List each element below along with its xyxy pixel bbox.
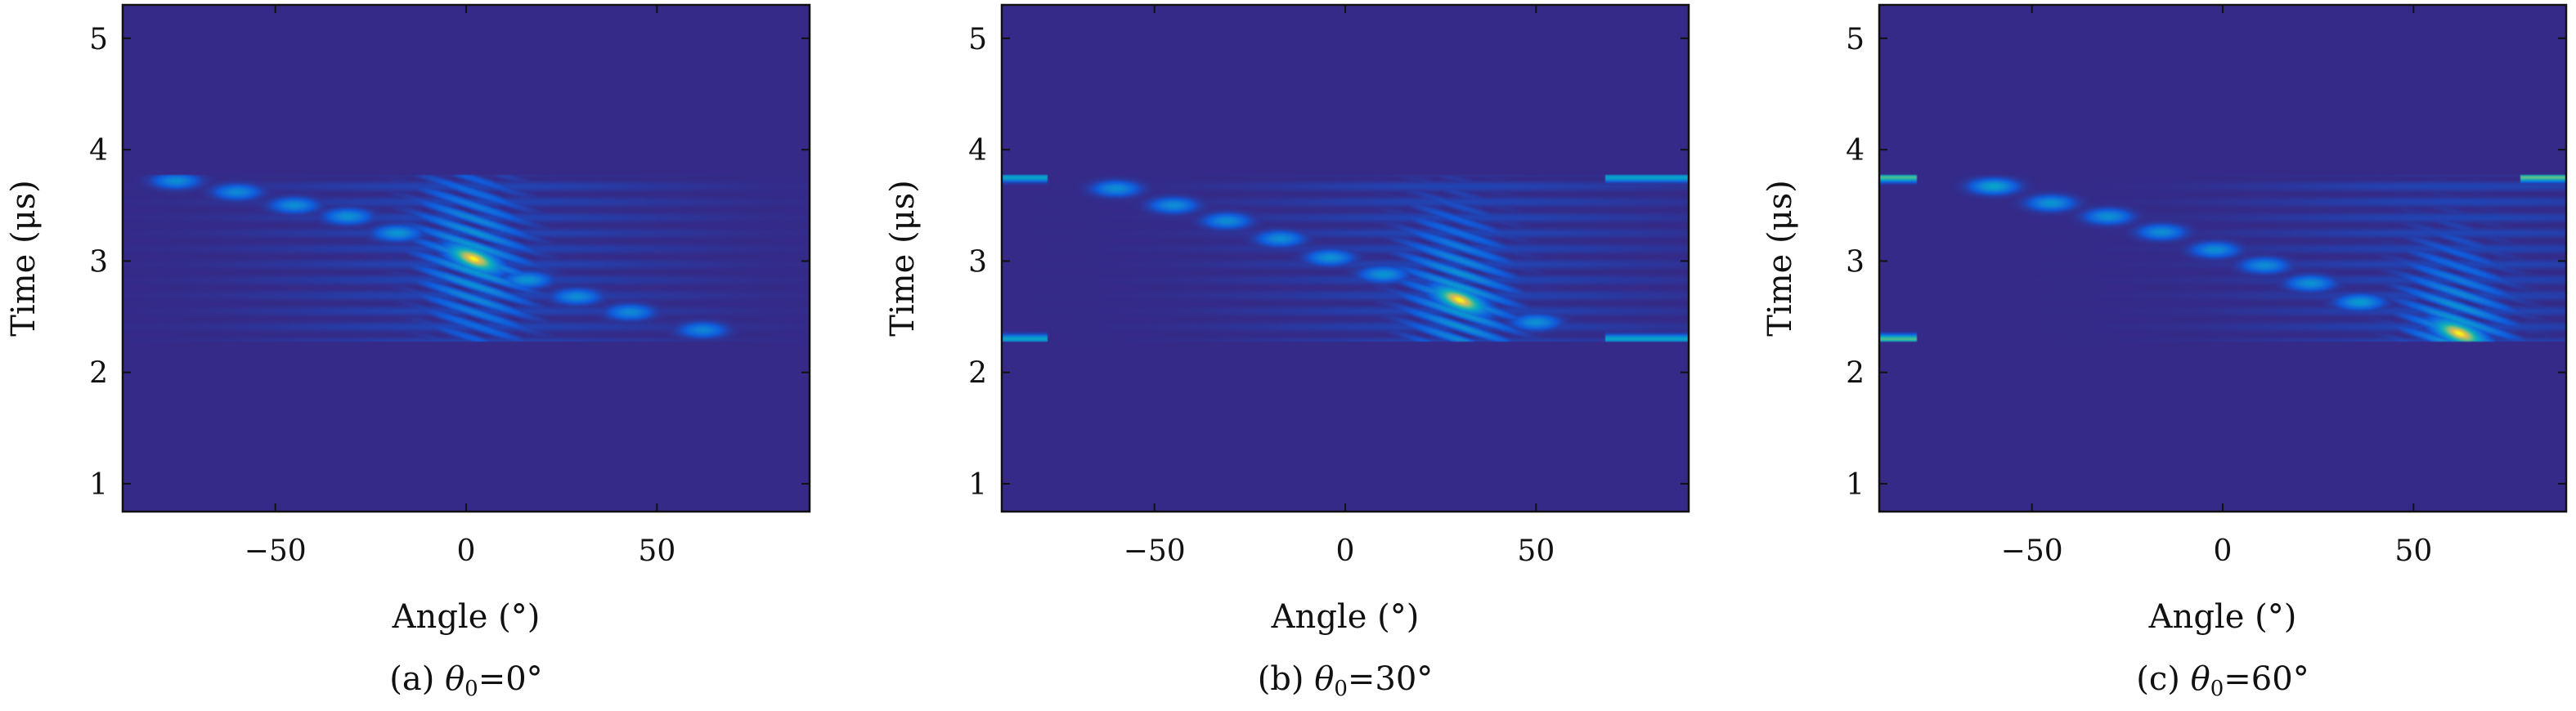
y-tick-label: 1 [968, 468, 987, 502]
y-tick-label: 2 [968, 357, 987, 391]
x-tick-label: 0 [2214, 534, 2233, 568]
tick-group: −50 0 50 1 2 3 4 5 [89, 5, 810, 568]
x-tick-label: 0 [1336, 534, 1355, 568]
panel-b: −50 0 50 1 2 3 4 5 Angle (°) Time (μs) (b) θ0=3… [884, 3, 1690, 701]
x-tick-label: 50 [638, 534, 675, 568]
x-tick-label: 0 [457, 534, 476, 568]
x-axis-label: Angle (°) [392, 598, 541, 636]
y-tick-label: 3 [89, 245, 108, 279]
panel-a: −50 0 50 1 2 3 4 5 Angle (°) Time (μs) (a) θ0=0… [5, 3, 811, 701]
y-tick-label: 5 [1846, 23, 1865, 56]
subfigure-caption: (b) θ0=30° [1258, 660, 1434, 701]
heatmap-image [1002, 5, 1689, 512]
panel-c: −50 0 50 1 2 3 4 5 Angle (°) Time (μs) (c) θ0=6… [1761, 3, 2568, 701]
y-axis-label: Time (μs) [1761, 180, 1799, 337]
x-tick-label: −50 [245, 534, 307, 568]
y-tick-label: 4 [968, 134, 987, 168]
tick-group: −50 0 50 1 2 3 4 5 [968, 5, 1689, 568]
y-tick-label: 1 [1846, 468, 1865, 502]
y-tick-label: 5 [968, 23, 987, 56]
y-axis-label: Time (μs) [884, 180, 922, 337]
y-tick-label: 2 [89, 357, 108, 391]
heatmap-image [123, 5, 810, 512]
y-tick-label: 3 [968, 245, 987, 279]
y-tick-label: 5 [89, 23, 108, 56]
tick-group: −50 0 50 1 2 3 4 5 [1846, 5, 2566, 568]
subfigure-caption: (a) θ0=0° [389, 660, 542, 701]
x-axis-label: Angle (°) [2148, 598, 2297, 636]
y-tick-label: 4 [1846, 134, 1865, 168]
x-tick-label: 50 [1517, 534, 1555, 568]
y-tick-label: 2 [1846, 357, 1865, 391]
x-tick-label: −50 [2001, 534, 2063, 568]
y-tick-label: 1 [89, 468, 108, 502]
heatmap-image [1879, 5, 2566, 512]
y-axis-label: Time (μs) [5, 180, 43, 337]
x-tick-label: 50 [2394, 534, 2432, 568]
y-tick-label: 4 [89, 134, 108, 168]
x-axis-label: Angle (°) [1271, 598, 1420, 636]
subfigure-caption: (c) θ0=60° [2136, 660, 2309, 701]
y-tick-label: 3 [1846, 245, 1865, 279]
x-tick-label: −50 [1124, 534, 1186, 568]
